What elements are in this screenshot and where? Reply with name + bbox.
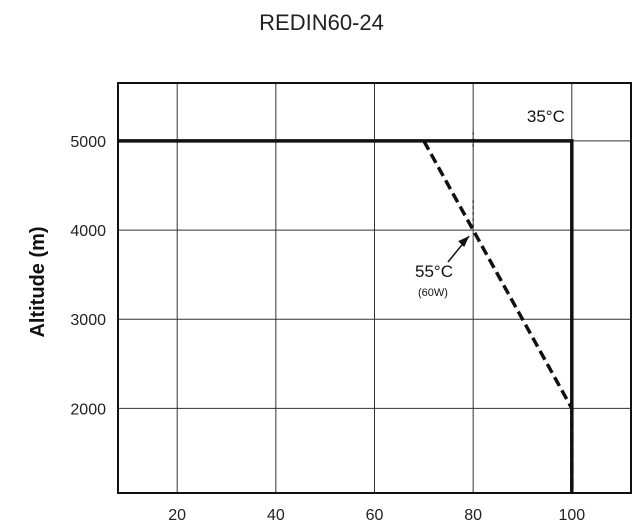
x-tick-label: 40 xyxy=(267,507,285,524)
annotation-55c: 55°C xyxy=(415,262,453,281)
series-line-35c xyxy=(118,139,574,493)
y-tick-label: 2000 xyxy=(70,401,106,418)
x-tick-label: 100 xyxy=(558,507,585,524)
x-tick-label: 20 xyxy=(168,507,186,524)
y-tick-label: 4000 xyxy=(70,223,106,240)
annotation-55c-sub: (60W) xyxy=(418,287,448,299)
x-tick-label: 60 xyxy=(366,507,384,524)
annotation-arrow-head xyxy=(458,236,470,248)
chart-title: REDIN60-24 xyxy=(259,10,384,35)
plot-frame xyxy=(117,82,632,494)
y-tick-label: 5000 xyxy=(70,134,106,151)
y-axis-label: Altitude (m) xyxy=(27,226,49,337)
annotation-35c: 35°C xyxy=(527,107,565,126)
y-tick-label: 3000 xyxy=(70,312,106,329)
series-line-55c xyxy=(422,140,574,493)
x-tick-label: 80 xyxy=(464,507,482,524)
